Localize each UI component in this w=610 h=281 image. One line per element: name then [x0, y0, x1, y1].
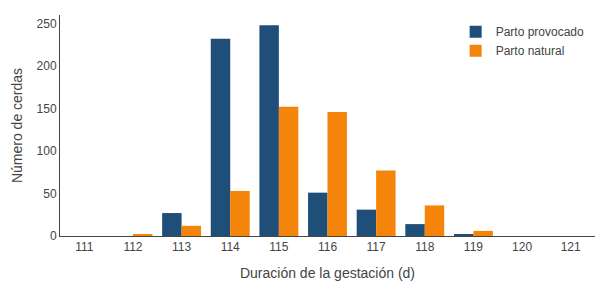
- svg-text:50: 50: [43, 187, 57, 201]
- svg-text:Número de cerdas: Número de cerdas: [9, 68, 25, 183]
- svg-text:117: 117: [367, 240, 386, 254]
- svg-text:118: 118: [415, 240, 434, 254]
- svg-text:119: 119: [464, 240, 483, 254]
- svg-text:121: 121: [561, 240, 581, 254]
- svg-text:112: 112: [123, 240, 142, 254]
- svg-text:115: 115: [269, 240, 288, 254]
- svg-text:0: 0: [50, 229, 57, 243]
- svg-text:116: 116: [318, 240, 337, 254]
- svg-text:150: 150: [37, 102, 57, 116]
- svg-text:113: 113: [172, 240, 191, 254]
- svg-text:114: 114: [221, 240, 240, 254]
- svg-text:100: 100: [37, 144, 57, 158]
- svg-text:111: 111: [75, 240, 94, 254]
- svg-text:120: 120: [512, 240, 532, 254]
- svg-text:Parto natural: Parto natural: [496, 44, 565, 58]
- svg-text:250: 250: [37, 17, 57, 31]
- svg-text:Parto provocado: Parto provocado: [496, 25, 584, 39]
- svg-text:200: 200: [37, 59, 57, 73]
- svg-text:Duración de la gestación (d): Duración de la gestación (d): [240, 265, 415, 281]
